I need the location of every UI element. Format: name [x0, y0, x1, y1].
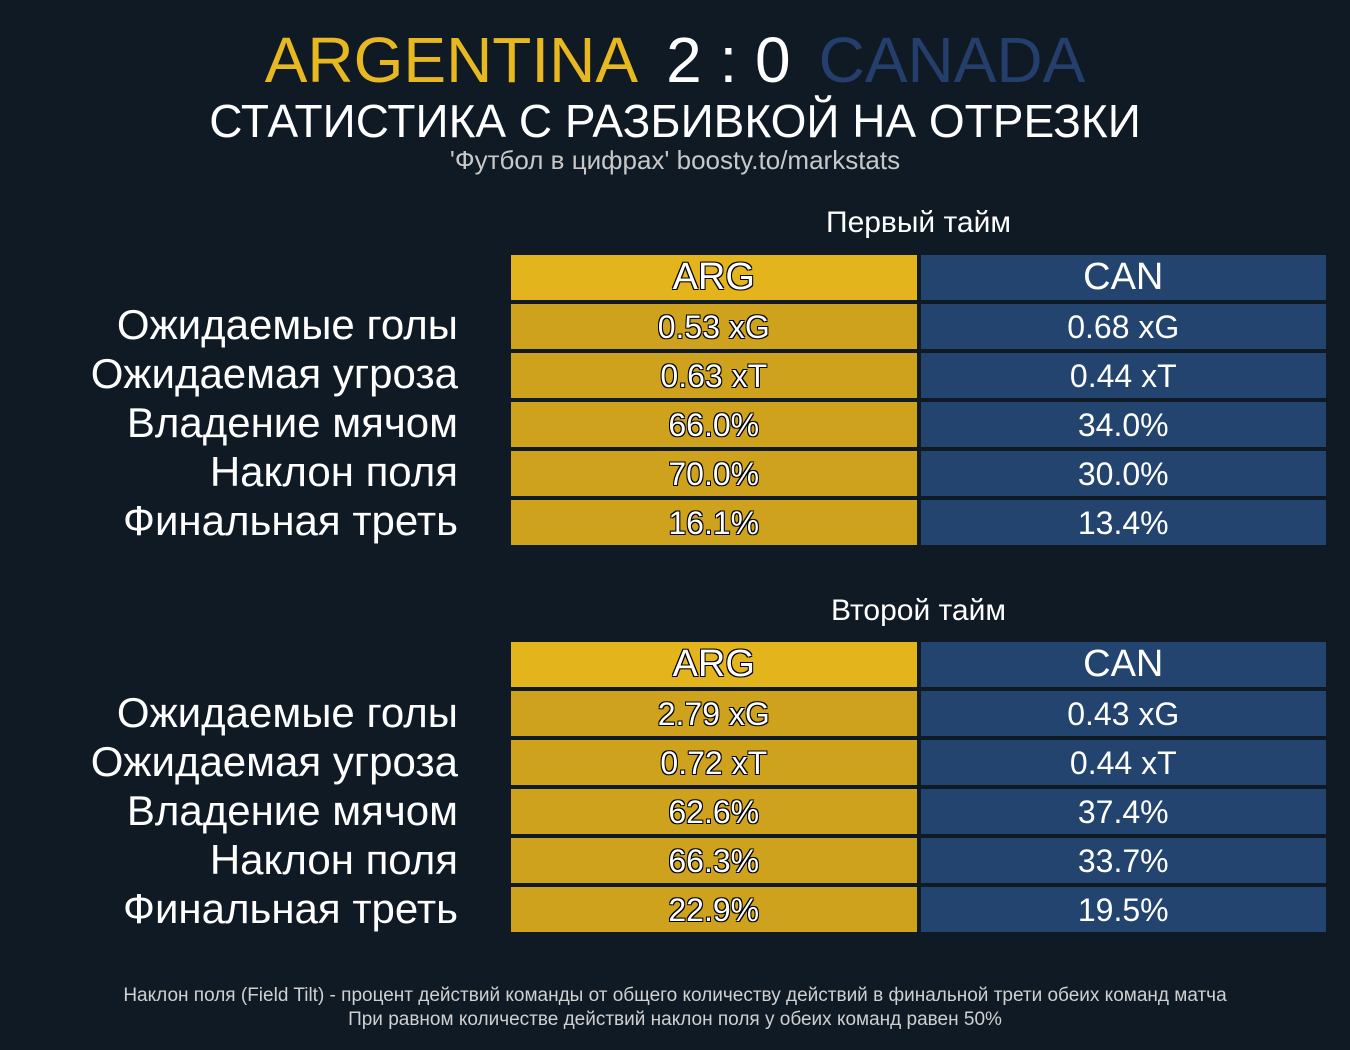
home-column-header: ARG	[509, 253, 919, 302]
table-row: 16.1% 13.4%	[509, 498, 1328, 547]
away-value-cell: 33.7%	[918, 836, 1328, 885]
metric-label: Наклон поля	[209, 836, 458, 883]
table-header-row: ARG CAN	[509, 253, 1328, 302]
home-value-cell: 16.1%	[509, 498, 919, 547]
away-value-cell: 0.68 xG	[918, 302, 1328, 351]
equal-tilt-footnote: При равном количестве действий наклон по…	[348, 1009, 1002, 1030]
table-row: 66.3% 33.7%	[509, 836, 1328, 885]
home-value-cell: 2.79 xG	[509, 689, 919, 738]
away-column-header: CAN	[918, 253, 1328, 302]
home-team-name: ARGENTINA	[264, 24, 639, 96]
second-half-table: ARG CAN 2.79 xG 0.43 xG 0.72 xT 0.44 xT …	[509, 640, 1328, 934]
away-value-cell: 0.43 xG	[918, 689, 1328, 738]
metric-label: Финальная треть	[123, 497, 458, 544]
first-half-metric-labels: Ожидаемые голы Ожидаемая угроза Владение…	[0, 300, 458, 545]
page-subtitle: СТАТИСТИКА С РАЗБИВКОЙ НА ОТРЕЗКИ	[209, 95, 1141, 147]
home-value-cell: 70.0%	[509, 449, 919, 498]
home-value-cell: 0.72 xT	[509, 738, 919, 787]
away-value-cell: 30.0%	[918, 449, 1328, 498]
metric-label: Владение мячом	[126, 399, 458, 446]
away-team-name: CANADA	[818, 24, 1086, 96]
away-value-cell: 19.5%	[918, 885, 1328, 934]
table-row: 0.53 xG 0.68 xG	[509, 302, 1328, 351]
table-row: 62.6% 37.4%	[509, 787, 1328, 836]
match-title: ARGENTINA 2 : 0 CANADA	[0, 22, 1350, 98]
metric-label: Владение мячом	[126, 787, 458, 834]
away-value-cell: 0.44 xT	[918, 738, 1328, 787]
second-half-metric-labels: Ожидаемые голы Ожидаемая угроза Владение…	[0, 688, 458, 933]
metric-label: Ожидаемые голы	[116, 301, 458, 348]
home-value-cell: 62.6%	[509, 787, 919, 836]
field-tilt-footnote: Наклон поля (Field Tilt) - процент дейст…	[123, 985, 1227, 1006]
home-value-cell: 0.63 xT	[509, 351, 919, 400]
metric-label: Ожидаемая угроза	[90, 350, 458, 397]
table-row: 66.0% 34.0%	[509, 400, 1328, 449]
credit-line: 'Футбол в цифрах' boosty.to/markstats	[449, 145, 901, 175]
home-value-cell: 66.0%	[509, 400, 919, 449]
home-value-cell: 22.9%	[509, 885, 919, 934]
metric-label: Ожидаемые голы	[116, 689, 458, 736]
away-column-header: CAN	[918, 640, 1328, 689]
home-value-cell: 66.3%	[509, 836, 919, 885]
table-row: 2.79 xG 0.43 xG	[509, 689, 1328, 738]
first-half-title: Первый тайм	[826, 206, 1011, 239]
table-header-row: ARG CAN	[509, 640, 1328, 689]
second-half-title: Второй тайм	[830, 594, 1007, 627]
first-half-table: ARG CAN 0.53 xG 0.68 xG 0.63 xT 0.44 xT …	[509, 253, 1328, 547]
away-value-cell: 13.4%	[918, 498, 1328, 547]
metric-label: Ожидаемая угроза	[90, 738, 458, 785]
away-value-cell: 0.44 xT	[918, 351, 1328, 400]
metric-label: Финальная треть	[123, 885, 458, 932]
table-row: 22.9% 19.5%	[509, 885, 1328, 934]
match-score: 2 : 0	[666, 24, 791, 96]
away-value-cell: 37.4%	[918, 787, 1328, 836]
table-row: 0.63 xT 0.44 xT	[509, 351, 1328, 400]
home-column-header: ARG	[509, 640, 919, 689]
away-value-cell: 34.0%	[918, 400, 1328, 449]
table-row: 0.72 xT 0.44 xT	[509, 738, 1328, 787]
home-value-cell: 0.53 xG	[509, 302, 919, 351]
table-row: 70.0% 30.0%	[509, 449, 1328, 498]
metric-label: Наклон поля	[209, 448, 458, 495]
